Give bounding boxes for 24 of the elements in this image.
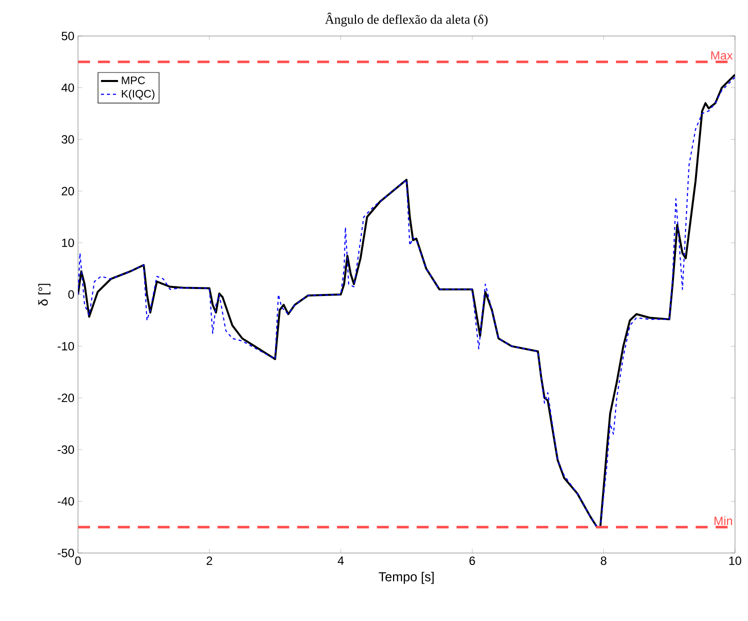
- chart-title: Ângulo de deflexão da aleta (δ): [325, 12, 488, 26]
- y-tick-label: 20: [62, 186, 74, 196]
- y-tick-label: 0: [68, 290, 74, 299]
- x-tick-label: 0: [75, 556, 81, 565]
- ref-line-label: Min: [714, 516, 732, 525]
- y-tick-label: 40: [61, 83, 74, 92]
- y-tick-label: -50: [58, 548, 74, 558]
- y-tick-label: 10: [62, 238, 74, 248]
- x-tick-label: 10: [729, 556, 742, 565]
- y-tick-label: -30: [58, 445, 74, 454]
- x-tick-label: 8: [600, 556, 606, 565]
- ref-line-label: Max: [711, 51, 733, 60]
- legend-label: MPC: [122, 76, 145, 84]
- legend-label: K(IQC): [122, 90, 154, 100]
- y-tick-label: -10: [58, 342, 74, 350]
- y-tick-label: -40: [58, 497, 74, 506]
- x-tick-label: 4: [338, 556, 344, 565]
- y-tick-label: 30: [62, 135, 74, 144]
- x-axis-title: Tempo [s]: [378, 572, 434, 584]
- y-axis-title: δ [°]: [38, 284, 50, 306]
- y-tick-label: 50: [62, 32, 74, 40]
- x-tick-label: 6: [469, 556, 476, 565]
- y-tick-label: -20: [58, 394, 74, 402]
- x-tick-label: 2: [206, 556, 212, 565]
